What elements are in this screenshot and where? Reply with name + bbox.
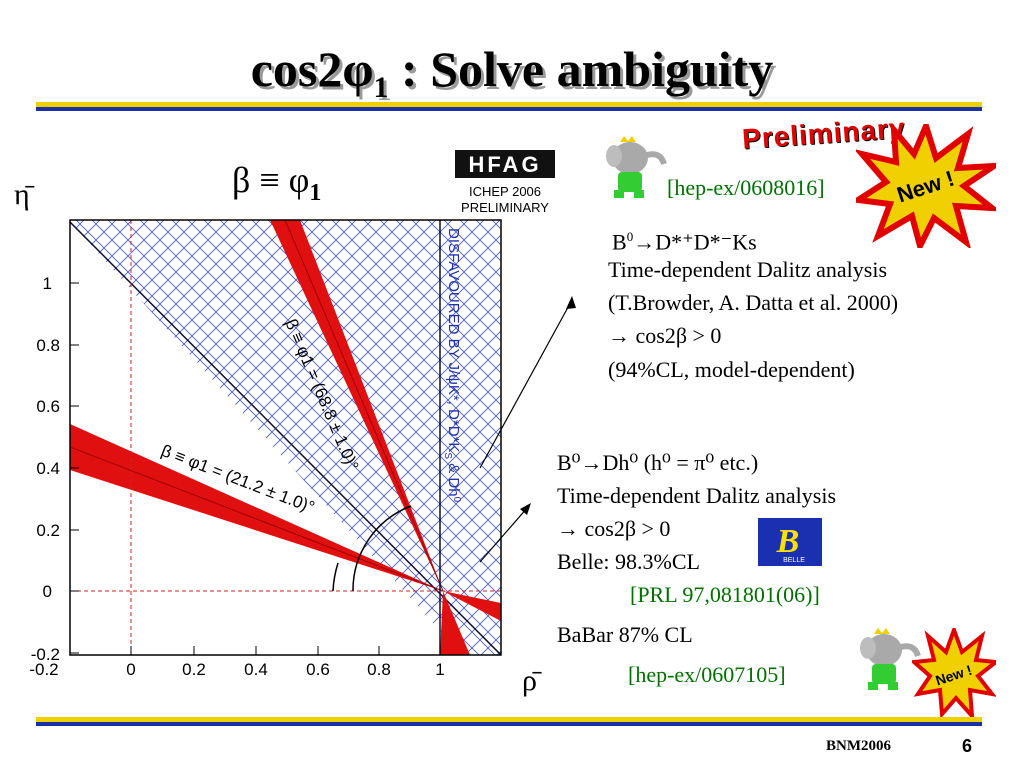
cos2beta-plot: -0.2 0 0.2 0.4 0.6 0.8 1 1 0.8 0.6 0.4 0… <box>14 150 555 697</box>
x-tick-label: 0.4 <box>244 660 268 679</box>
band-beta-68 <box>270 220 443 591</box>
x-tick-label: 0.2 <box>182 660 206 679</box>
band-beta-21-lower <box>443 591 501 621</box>
y-tick-label: 1 <box>43 274 52 293</box>
ref-hep-ex-0608016[interactable]: [hep-ex/0608016] <box>667 175 825 200</box>
block1-decay: B0→D*⁺D*⁻Ks <box>612 229 757 255</box>
page-number: 6 <box>962 736 973 756</box>
band-beta-21 <box>70 424 443 591</box>
disfavoured-label: DISFAVOURED BY J/ψK*, D*D*KS & Dh0 <box>442 228 462 503</box>
new-starburst-icon-2: New ! <box>912 628 996 718</box>
hfag-logo: HFAG ICHEP 2006 PRELIMINARY <box>455 150 555 215</box>
ref-prl-97[interactable]: [PRL 97,081801(06)] <box>630 582 820 607</box>
svg-text:ICHEP 2006: ICHEP 2006 <box>469 184 541 199</box>
angle-arc-outer <box>352 505 412 592</box>
footer-conference: BNM2006 <box>826 738 891 754</box>
y-tick-label: 0.6 <box>36 397 60 416</box>
angle-arc-inner <box>332 562 339 592</box>
babar-elephant-icon-2 <box>860 628 921 690</box>
footer-divider-gold <box>36 717 982 722</box>
ref-hep-ex-0607105[interactable]: [hep-ex/0607105] <box>628 662 786 687</box>
unitarity-diagonal <box>70 221 501 655</box>
title-divider-blue <box>36 107 982 111</box>
block2-babar-cl: BaBar 87% CL <box>557 622 693 647</box>
y-tick-label: 0.4 <box>36 459 60 478</box>
svg-text:PRELIMINARY: PRELIMINARY <box>461 200 549 215</box>
belle-logo: B BELLE <box>758 518 822 566</box>
block2-decay: B⁰→Dh⁰ (h⁰ = π⁰ etc.) <box>557 450 759 475</box>
y-tick-label: -0.2 <box>31 645 60 664</box>
svg-text:B: B <box>776 523 800 560</box>
svg-text:BELLE: BELLE <box>783 557 805 564</box>
y-axis-label: η̄ <box>14 178 35 211</box>
block2-belle-cl: Belle: 98.3%CL <box>557 549 700 574</box>
block1-result: → cos2β > 0 <box>608 323 722 348</box>
band-beta-68-lower <box>440 591 470 655</box>
svg-text:HFAG: HFAG <box>468 152 541 177</box>
arrows-layer <box>479 296 576 563</box>
plot-frame <box>69 219 502 656</box>
y-tick-label: 0.8 <box>36 336 60 355</box>
babar-elephant-icon <box>606 136 667 198</box>
new-starburst-icon: New ! <box>856 124 996 248</box>
title-divider-gold <box>36 102 982 107</box>
y-tick-label: 0.2 <box>36 521 60 540</box>
x-tick-label: 1 <box>435 660 444 679</box>
slide-title: cos2φ1 : Solve ambiguity <box>250 41 774 104</box>
x-tick-label: 0 <box>126 660 135 679</box>
block1-citation: (T.Browder, A. Datta et al. 2000) <box>608 290 899 315</box>
x-tick-label: 0.6 <box>306 660 330 679</box>
block2-method: Time-dependent Dalitz analysis <box>557 483 837 508</box>
x-axis-label: ρ̄ <box>522 664 542 697</box>
x-tick-label: 0.8 <box>367 660 391 679</box>
block2-result: → cos2β > 0 <box>557 516 671 541</box>
plot-header-formula: β ≡ φ1 <box>232 160 321 206</box>
block1-cl: (94%CL, model-dependent) <box>608 357 855 382</box>
footer-divider-blue <box>36 722 982 726</box>
x-tick-label: -0.2 <box>29 660 58 679</box>
y-tick-label: 0 <box>43 582 52 601</box>
block1-method: Time-dependent Dalitz analysis <box>608 257 888 282</box>
